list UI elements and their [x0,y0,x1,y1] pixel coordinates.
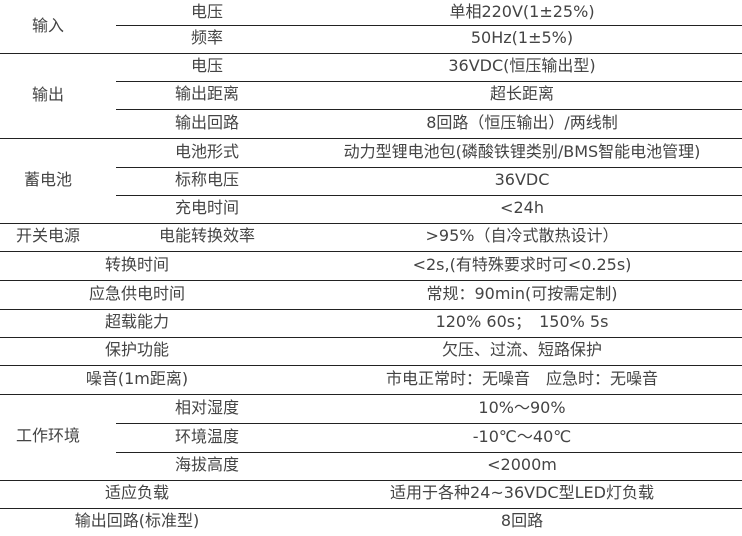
row-value: 36VDC [494,170,550,189]
row-divider [116,423,742,424]
group-label: 工作环境 [15,426,80,445]
row-value: 120% 60s； 150% 5s [435,312,609,331]
row-value: <2s,(有特殊要求时可<0.25s) [412,254,632,274]
row-value: 36VDC(恒压输出型) [448,56,596,75]
row-divider [0,309,742,310]
row-divider [0,53,742,54]
row-divider [0,365,742,366]
group-label: 开关电源 [15,226,80,245]
row-label: 环境温度 [174,426,239,446]
row-value: >95%（自冷式散热设计） [425,226,619,245]
row-label: 适应负载 [104,483,169,502]
row-divider [116,81,742,82]
row-label: 频率 [190,28,223,47]
row-label: 充电时间 [174,198,239,217]
row-value: 超长距离 [489,84,554,103]
row-label: 输出回路(标准型) [74,511,200,530]
row-label: 保护功能 [104,340,169,359]
row-value: <2000m [487,455,557,474]
row-divider [0,280,742,281]
row-label: 标称电压 [174,170,239,189]
row-label: 噪音(1m距离) [85,368,189,388]
group-label: 蓄电池 [23,169,72,189]
row-divider [116,195,742,196]
row-divider [116,452,742,453]
row-label: 转换时间 [104,254,169,274]
row-divider [0,480,742,481]
group-label: 输出 [31,84,64,104]
row-label: 输出回路 [174,112,239,132]
group-label: 输入 [31,15,64,35]
row-value: 适用于各种24~36VDC型LED灯负载 [390,483,654,502]
row-divider [0,223,742,224]
row-label: 应急供电时间 [88,283,185,303]
row-divider [116,25,742,26]
row-value: 单相220V(1±25%) [449,1,595,21]
row-label: 超载能力 [104,312,169,331]
row-label: 电能转换效率 [158,226,255,245]
row-divider [116,167,742,168]
row-divider [0,138,742,139]
row-label: 输出距离 [174,84,239,103]
row-label: 电压 [190,56,223,75]
row-value: 10%～90% [478,397,566,417]
row-value: 常规：90min(可按需定制) [426,283,618,303]
row-label: 相对湿度 [174,397,239,417]
row-divider [0,251,742,252]
row-value: -10℃～40℃ [472,426,572,446]
row-value: 50Hz(1±5%) [470,28,574,47]
row-value: 欠压、过流、短路保护 [441,340,602,359]
row-value: 8回路 [500,511,544,530]
row-divider [0,337,742,338]
row-label: 电压 [190,1,223,21]
row-value: 市电正常时：无噪音 应急时：无噪音 [385,368,658,388]
row-label: 电池形式 [174,141,239,161]
row-divider [116,109,742,110]
row-label: 海拔高度 [174,455,239,474]
row-divider [0,508,742,509]
row-value: <24h [500,198,544,217]
row-value: 8回路（恒压输出）/两线制 [426,112,618,132]
row-divider [0,394,742,395]
row-value: 动力型锂电池包(磷酸铁锂类别/BMS智能电池管理) [343,141,701,161]
